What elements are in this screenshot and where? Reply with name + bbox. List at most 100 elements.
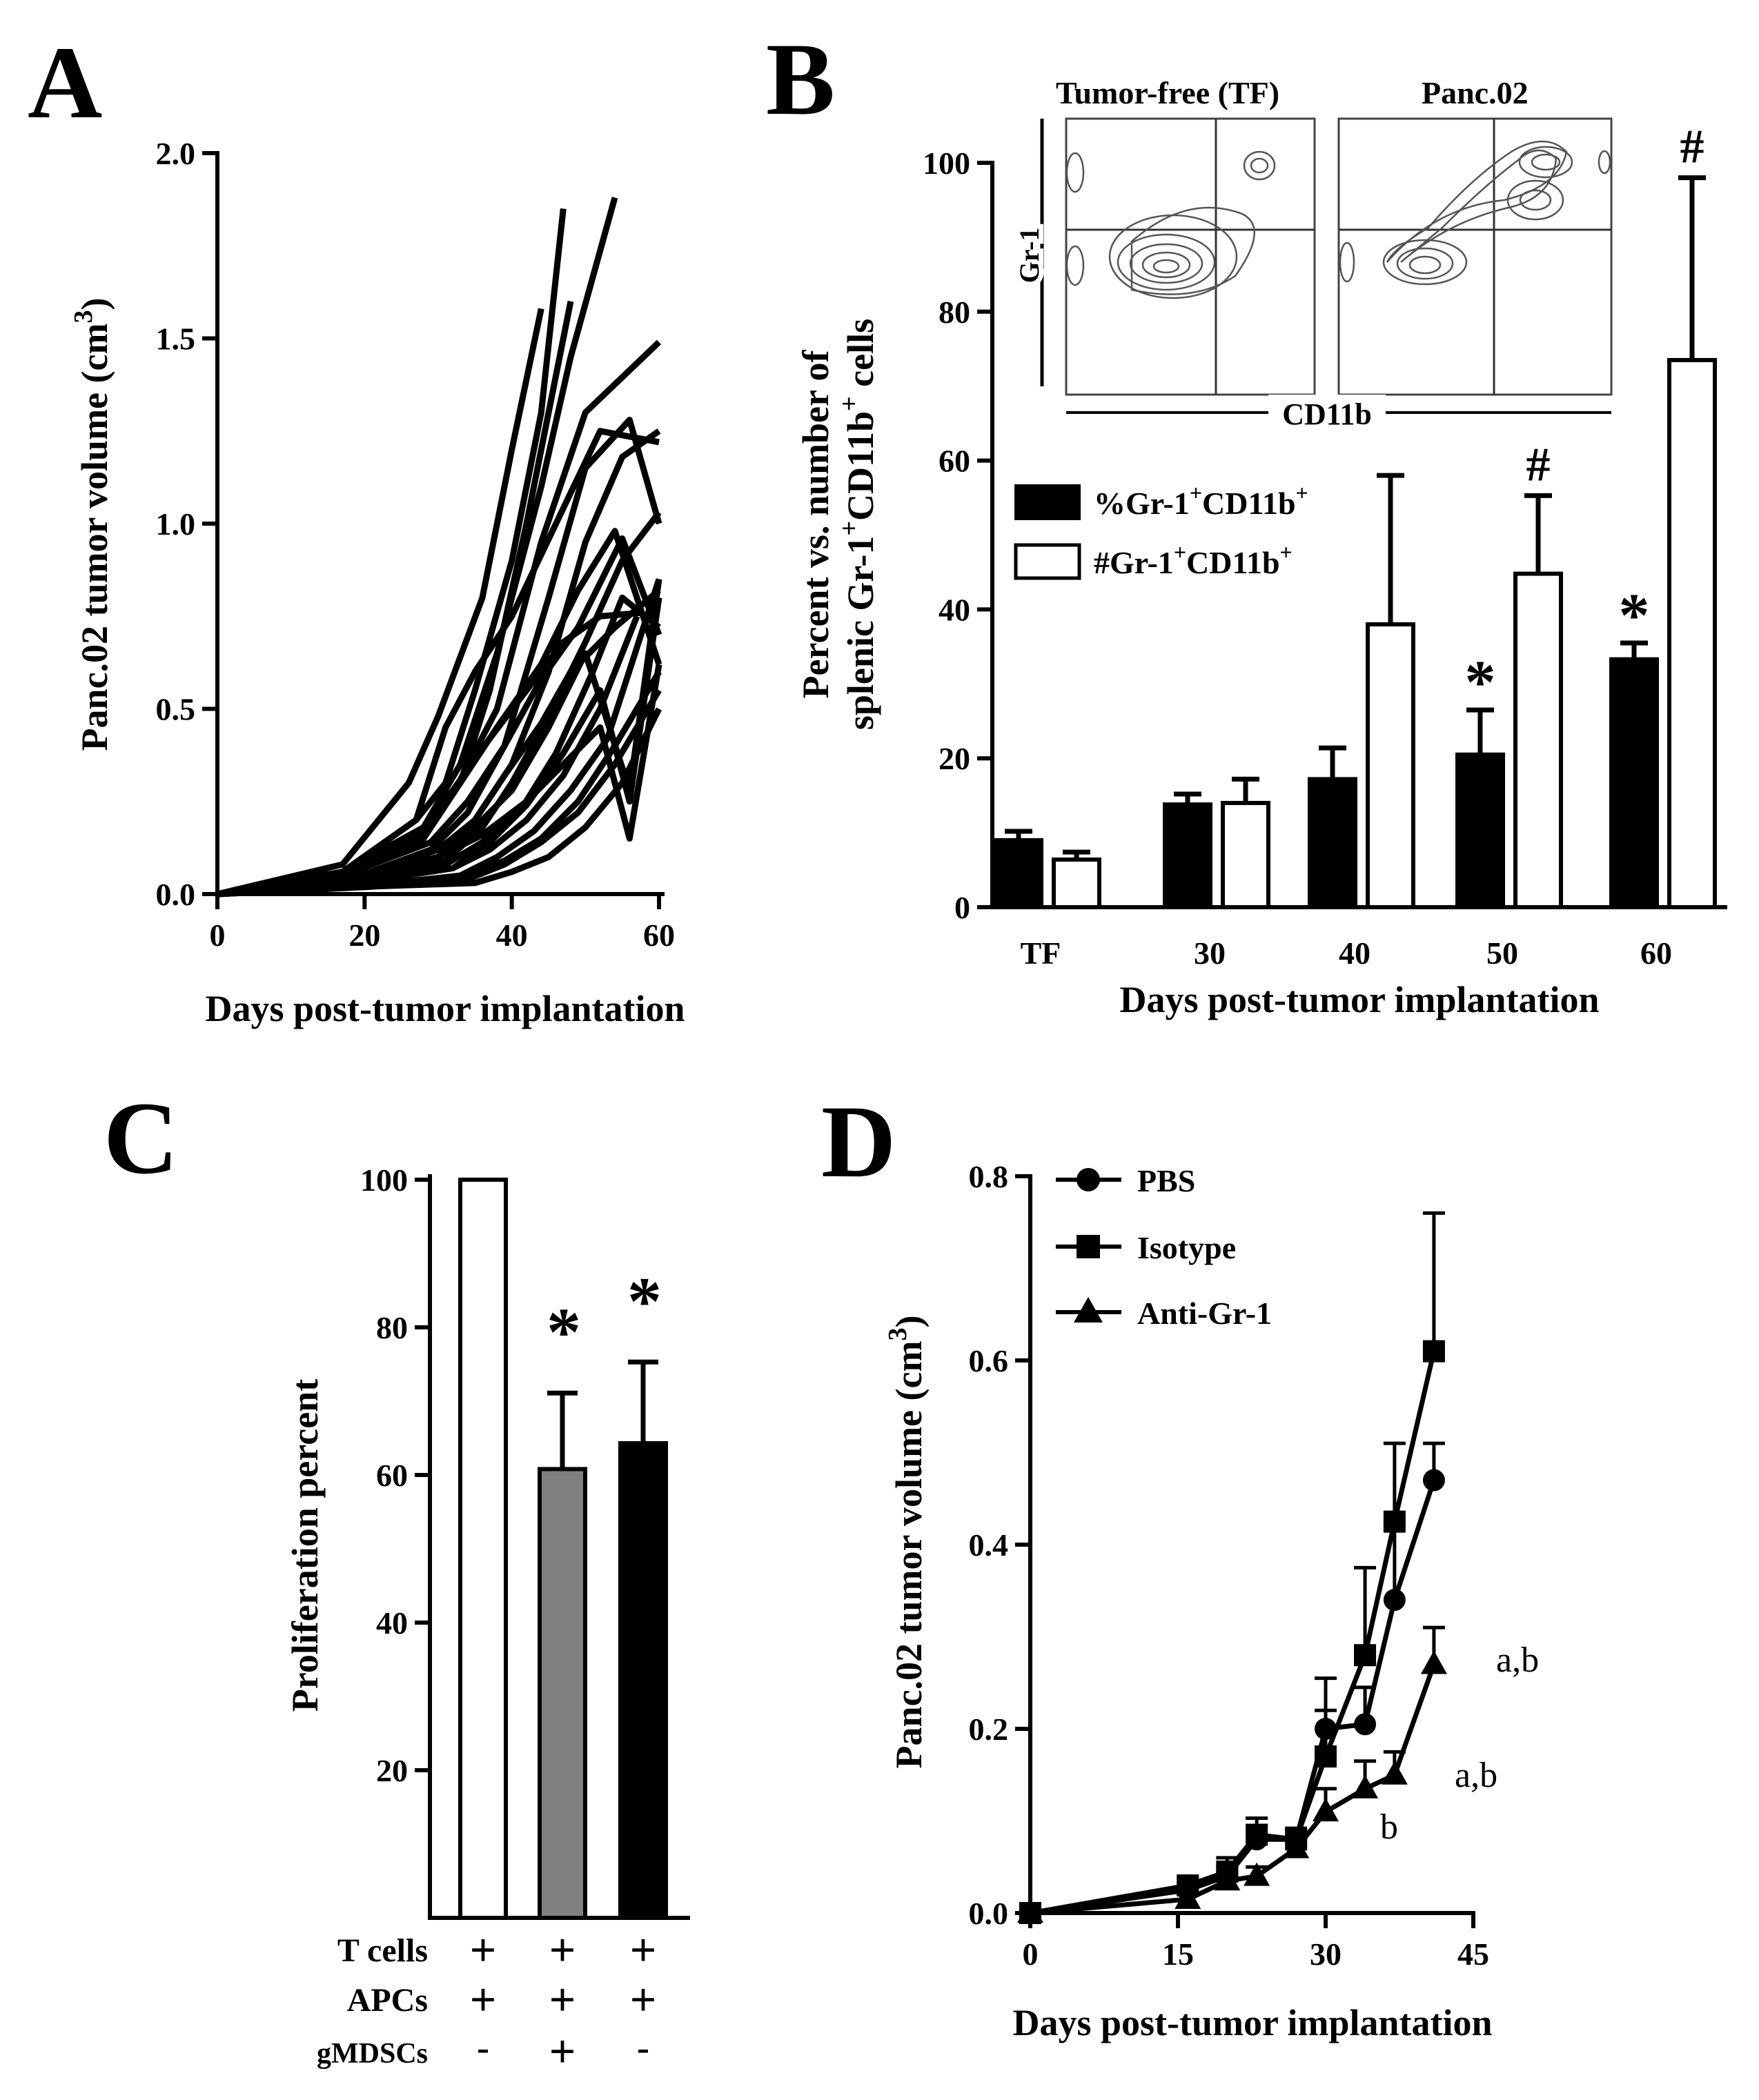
b-mark-1-3: # (1526, 438, 1551, 491)
b-bar-0-2 (1308, 777, 1357, 909)
panel-a: A 0.0 0.5 1.0 1.5 2.0 0 20 40 60 Days post-tumor… (28, 26, 685, 1029)
panel-d-ticks: 0.0 0.2 0.4 0.6 0.8 0 15 30 45 (969, 1159, 1490, 1972)
panel-a-lines (216, 197, 662, 898)
legend-marker-antigr1 (1074, 1297, 1103, 1323)
line-a-19 (217, 670, 662, 898)
d-xtick-label-3: 45 (1457, 1936, 1489, 1972)
b-bar-0-4 (1609, 657, 1659, 909)
b-xtick-label-1: 30 (1194, 935, 1226, 971)
legend-label-pbs: PBS (1137, 1163, 1195, 1198)
d-point-2-3 (1244, 1862, 1270, 1886)
inset-ylabel: Gr-1 (1014, 228, 1045, 284)
panel-d-ylabel: Panc.02 tumor volume (cm3) (883, 1316, 930, 1769)
d-xtick-label-2: 30 (1310, 1936, 1342, 1972)
b-mark-1-4: # (1680, 121, 1704, 174)
panel-d-axes (1028, 1174, 1475, 1915)
legend-label-percent: %Gr-1+CD11b+ (1094, 480, 1308, 521)
c-cond-sign-2-0: - (477, 2027, 489, 2068)
contours-tf (1065, 150, 1276, 299)
c-mark-2: * (627, 1262, 662, 1339)
b-xtick-label-3: 50 (1486, 935, 1518, 971)
d-line-1 (1030, 1350, 1437, 1916)
legend-swatch-percent (1014, 484, 1081, 520)
panel-d-legend: PBS Isotype Anti-Gr-1 (1056, 1163, 1272, 1331)
d-xtick-label-0: 0 (1023, 1936, 1039, 1972)
d-ytick-label-0: 0.0 (969, 1896, 1009, 1931)
b-bar-1-1 (1221, 800, 1270, 909)
d-ytick-label-4: 0.8 (969, 1159, 1009, 1194)
legend-label-number: #Gr-1+CD11b+ (1094, 539, 1293, 580)
c-cond-sign-0-0: + (470, 1923, 497, 1976)
panel-b: B Tumor-free (TF) Panc.02 (766, 22, 1727, 1020)
panel-c-bars: * * (458, 1178, 668, 1920)
b-bar-1-0 (1052, 857, 1101, 909)
a-ytick-label-2: 1.0 (156, 506, 196, 542)
panel-b-ticks: 0 20 40 60 80 100 TF 30 40 50 60 (923, 146, 1672, 971)
line-a-7 (217, 428, 661, 898)
d-ytick-label-3: 0.6 (969, 1343, 1009, 1378)
panel-b-xlabel: Days post-tumor implantation (1119, 979, 1599, 1020)
d-ytick-label-2: 0.4 (969, 1527, 1009, 1563)
panel-a-ylabel: Panc.02 tumor volume (cm3) (69, 298, 115, 751)
flow-plot-panc02 (1337, 117, 1613, 396)
c-cond-sign-2-2: - (637, 2027, 649, 2068)
c-cond-sign-0-2: + (630, 1923, 657, 1976)
inset-title-right: Panc.02 (1422, 75, 1529, 110)
a-xtick-label-0: 0 (210, 918, 226, 953)
panel-d-xlabel: Days post-tumor implantation (1012, 2002, 1492, 2043)
line-a-21 (217, 588, 661, 898)
a-xtick-label-2: 40 (496, 918, 528, 953)
b-mark-0-3: * (1465, 648, 1496, 717)
b-ytick-label-2: 40 (939, 592, 970, 627)
c-ytick-label-2: 60 (376, 1458, 408, 1493)
d-point-2-5 (1313, 1798, 1339, 1822)
c-ytick-label-4: 100 (360, 1162, 408, 1198)
c-bar-2 (618, 1440, 668, 1920)
b-bar-1-4 (1667, 357, 1717, 909)
annotation-ab-41: a,b (1496, 1641, 1539, 1680)
a-xtick-label-1: 20 (348, 918, 380, 953)
b-ytick-label-5: 100 (923, 146, 970, 181)
line-a-6 (217, 428, 660, 898)
a-ytick-label-4: 2.0 (156, 136, 196, 171)
b-bar-0-0 (994, 838, 1043, 910)
b-ytick-label-3: 60 (939, 444, 970, 479)
b-bar-1-2 (1366, 622, 1415, 909)
c-ytick-label-3: 80 (376, 1310, 408, 1345)
panel-a-ticks: 0.0 0.5 1.0 1.5 2.0 0 20 40 60 (156, 136, 676, 953)
panel-b-legend: %Gr-1+CD11b+ #Gr-1+CD11b+ (1014, 480, 1308, 580)
panel-c-letter: C (104, 1081, 178, 1196)
c-cond-label-0: T cells (337, 1932, 428, 1969)
c-cond-label-1: APCs (347, 1982, 428, 2019)
svg-text:Gr-1: Gr-1 (1014, 228, 1045, 284)
c-cond-sign-1-1: + (549, 1973, 576, 2025)
a-ytick-label-1: 0.5 (156, 692, 196, 727)
line-a-16 (217, 535, 662, 898)
b-ytick-label-1: 20 (939, 741, 970, 776)
d-point-2-2 (1214, 1867, 1241, 1891)
line-a-18 (217, 597, 662, 898)
a-xtick-label-3: 60 (643, 918, 675, 953)
d-point-0-7 (1383, 1589, 1406, 1612)
c-bar-0 (458, 1178, 508, 1920)
flow-plot-tf (1065, 117, 1316, 396)
d-point-1-3 (1246, 1823, 1268, 1846)
panel-c-ylabel: Proliferation percent (284, 1379, 326, 1712)
d-line-0 (1030, 1479, 1437, 1916)
a-ytick-label-3: 1.5 (156, 321, 196, 357)
panel-c-conditions: T cells + + +APCs + + +gMDSCs - + - (317, 1923, 656, 2077)
b-ytick-label-4: 80 (939, 295, 970, 330)
d-point-2-4 (1283, 1834, 1310, 1859)
d-point-0-6 (1354, 1713, 1377, 1736)
a-ytick-label-0: 0.0 (156, 877, 196, 912)
panel-d-letter: D (821, 1084, 896, 1199)
b-xtick-label-2: 40 (1339, 935, 1370, 971)
b-ytick-label-0: 0 (954, 890, 970, 925)
legend-label-isotype: Isotype (1137, 1230, 1236, 1265)
panel-c-ticks: 20 40 60 80 100 (360, 1162, 430, 1788)
b-mark-0-4: * (1619, 582, 1650, 650)
d-point-0-8 (1422, 1469, 1445, 1492)
d-xtick-label-1: 15 (1162, 1936, 1194, 1972)
